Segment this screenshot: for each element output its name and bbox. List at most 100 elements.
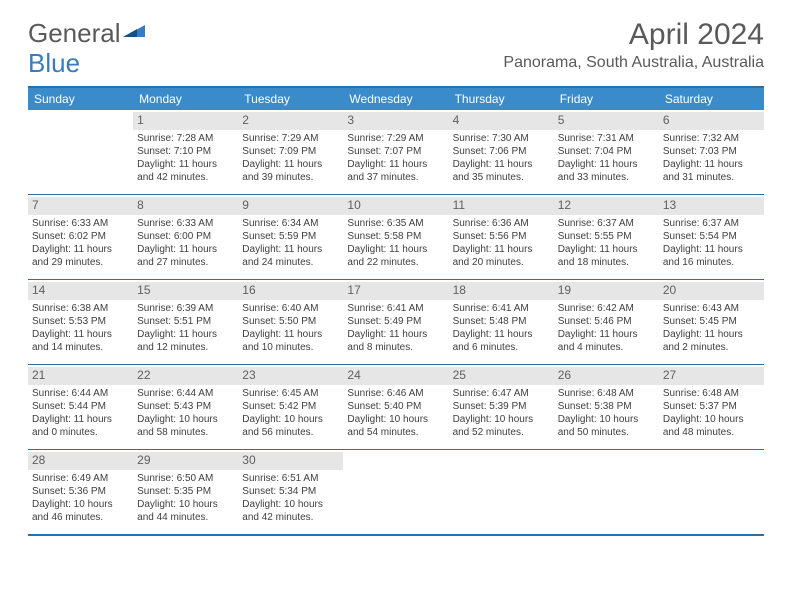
day-number: 9 [238, 197, 343, 215]
day-day2: and 54 minutes. [347, 426, 444, 439]
day-day1: Daylight: 11 hours [558, 158, 655, 171]
day-number: 2 [238, 112, 343, 130]
day-sunrise: Sunrise: 6:45 AM [242, 387, 339, 400]
day-sunset: Sunset: 5:34 PM [242, 485, 339, 498]
day-sunrise: Sunrise: 6:40 AM [242, 302, 339, 315]
week-row: 1Sunrise: 7:28 AMSunset: 7:10 PMDaylight… [28, 110, 764, 194]
day-cell: 26Sunrise: 6:48 AMSunset: 5:38 PMDayligh… [554, 365, 659, 449]
day-sunset: Sunset: 5:46 PM [558, 315, 655, 328]
day-day1: Daylight: 11 hours [347, 158, 444, 171]
day-day1: Daylight: 11 hours [32, 413, 129, 426]
day-number: 3 [343, 112, 448, 130]
day-cell: 2Sunrise: 7:29 AMSunset: 7:09 PMDaylight… [238, 110, 343, 194]
day-cell: 17Sunrise: 6:41 AMSunset: 5:49 PMDayligh… [343, 280, 448, 364]
day-cell: 19Sunrise: 6:42 AMSunset: 5:46 PMDayligh… [554, 280, 659, 364]
day-number: 23 [238, 367, 343, 385]
day-sunset: Sunset: 5:48 PM [453, 315, 550, 328]
day-day1: Daylight: 11 hours [663, 328, 760, 341]
day-day1: Daylight: 10 hours [242, 413, 339, 426]
day-number: 24 [343, 367, 448, 385]
day-cell: 10Sunrise: 6:35 AMSunset: 5:58 PMDayligh… [343, 195, 448, 279]
day-day2: and 56 minutes. [242, 426, 339, 439]
location-text: Panorama, South Australia, Australia [503, 54, 764, 72]
day-cell: 4 Sunrise: 7:30 AMSunset: 7:06 PMDaylight… [449, 110, 554, 194]
day-sunrise: Sunrise: 6:51 AM [242, 472, 339, 485]
day-day2: and 42 minutes. [242, 511, 339, 524]
day-day1: Daylight: 11 hours [242, 328, 339, 341]
day-day1: Daylight: 11 hours [663, 243, 760, 256]
day-sunset: Sunset: 5:42 PM [242, 400, 339, 413]
page-header: General April 2024 Panorama, South Austr… [0, 0, 792, 78]
day-day2: and 58 minutes. [137, 426, 234, 439]
day-day1: Daylight: 11 hours [558, 243, 655, 256]
day-sunrise: Sunrise: 6:48 AM [663, 387, 760, 400]
week-row: 14Sunrise: 6:38 AMSunset: 5:53 PMDayligh… [28, 279, 764, 364]
day-cell: 13Sunrise: 6:37 AMSunset: 5:54 PMDayligh… [659, 195, 764, 279]
day-number: 6 [659, 112, 764, 130]
day-day1: Daylight: 10 hours [347, 413, 444, 426]
logo-text-1: General [28, 18, 121, 49]
day-cell: 3Sunrise: 7:29 AMSunset: 7:07 PMDaylight… [343, 110, 448, 194]
day-sunset: Sunset: 6:00 PM [137, 230, 234, 243]
day-cell: 6Sunrise: 7:32 AMSunset: 7:03 PMDaylight… [659, 110, 764, 194]
day-sunset: Sunset: 7:10 PM [137, 145, 234, 158]
day-sunrise: Sunrise: 7:30 AM [453, 132, 550, 145]
day-day2: and 33 minutes. [558, 171, 655, 184]
day-sunrise: Sunrise: 6:49 AM [32, 472, 129, 485]
day-cell [28, 110, 133, 194]
day-number: 17 [343, 282, 448, 300]
day-number: 26 [554, 367, 659, 385]
day-sunrise: Sunrise: 7:29 AM [347, 132, 444, 145]
day-sunrise: Sunrise: 6:43 AM [663, 302, 760, 315]
day-cell: 29Sunrise: 6:50 AMSunset: 5:35 PMDayligh… [133, 450, 238, 534]
weekday-header: Wednesday [343, 88, 448, 110]
day-day1: Daylight: 11 hours [137, 158, 234, 171]
day-day1: Daylight: 10 hours [453, 413, 550, 426]
weekday-header: Tuesday [238, 88, 343, 110]
day-number: 4 [449, 112, 554, 130]
day-number: 25 [449, 367, 554, 385]
day-cell: 9Sunrise: 6:34 AMSunset: 5:59 PMDaylight… [238, 195, 343, 279]
day-number: 22 [133, 367, 238, 385]
title-block: April 2024 Panorama, South Australia, Au… [503, 18, 764, 72]
day-number: 29 [133, 452, 238, 470]
day-sunrise: Sunrise: 6:34 AM [242, 217, 339, 230]
day-sunrise: Sunrise: 6:44 AM [32, 387, 129, 400]
day-sunrise: Sunrise: 7:32 AM [663, 132, 760, 145]
day-cell: 16Sunrise: 6:40 AMSunset: 5:50 PMDayligh… [238, 280, 343, 364]
day-sunset: Sunset: 5:44 PM [32, 400, 129, 413]
logo: General [28, 18, 145, 49]
day-day2: and 14 minutes. [32, 341, 129, 354]
day-sunset: Sunset: 5:51 PM [137, 315, 234, 328]
day-number: 19 [554, 282, 659, 300]
day-day1: Daylight: 11 hours [137, 243, 234, 256]
day-day1: Daylight: 11 hours [453, 158, 550, 171]
day-sunset: Sunset: 5:59 PM [242, 230, 339, 243]
day-day2: and 2 minutes. [663, 341, 760, 354]
day-day1: Daylight: 11 hours [32, 243, 129, 256]
day-sunrise: Sunrise: 7:29 AM [242, 132, 339, 145]
day-number: 21 [28, 367, 133, 385]
day-day2: and 24 minutes. [242, 256, 339, 269]
day-sunset: Sunset: 5:55 PM [558, 230, 655, 243]
day-number: 12 [554, 197, 659, 215]
day-day2: and 50 minutes. [558, 426, 655, 439]
day-cell: 27Sunrise: 6:48 AMSunset: 5:37 PMDayligh… [659, 365, 764, 449]
day-day2: and 31 minutes. [663, 171, 760, 184]
day-day1: Daylight: 11 hours [347, 328, 444, 341]
day-sunrise: Sunrise: 6:47 AM [453, 387, 550, 400]
day-day2: and 46 minutes. [32, 511, 129, 524]
day-sunrise: Sunrise: 6:50 AM [137, 472, 234, 485]
day-cell: 11Sunrise: 6:36 AMSunset: 5:56 PMDayligh… [449, 195, 554, 279]
day-sunrise: Sunrise: 6:41 AM [347, 302, 444, 315]
day-day2: and 6 minutes. [453, 341, 550, 354]
day-cell: 14Sunrise: 6:38 AMSunset: 5:53 PMDayligh… [28, 280, 133, 364]
day-day1: Daylight: 11 hours [347, 243, 444, 256]
day-cell: 12Sunrise: 6:37 AMSunset: 5:55 PMDayligh… [554, 195, 659, 279]
week-row: 21Sunrise: 6:44 AMSunset: 5:44 PMDayligh… [28, 364, 764, 449]
day-day1: Daylight: 11 hours [558, 328, 655, 341]
weekday-header: Sunday [28, 88, 133, 110]
day-cell: 5Sunrise: 7:31 AMSunset: 7:04 PMDaylight… [554, 110, 659, 194]
day-sunset: Sunset: 7:06 PM [453, 145, 550, 158]
day-cell: 18Sunrise: 6:41 AMSunset: 5:48 PMDayligh… [449, 280, 554, 364]
